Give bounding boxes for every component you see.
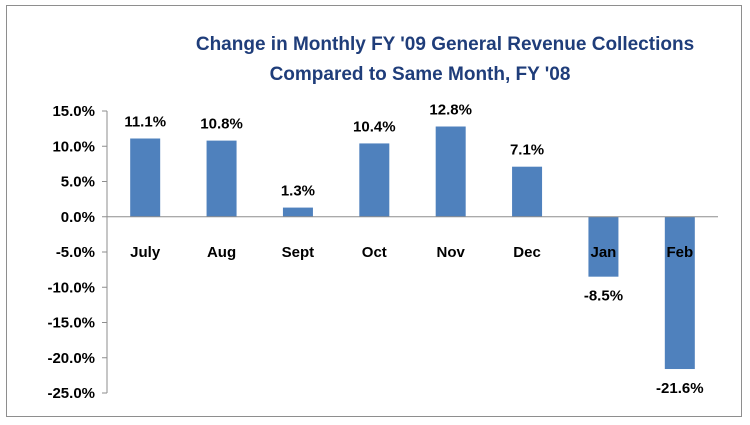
- bar: [359, 143, 390, 217]
- data-label: 10.4%: [353, 118, 396, 135]
- y-tick-label: 0.0%: [61, 209, 95, 226]
- x-tick-label: Aug: [207, 244, 236, 261]
- bar: [282, 207, 313, 217]
- bar: [130, 138, 161, 217]
- chart-title: Change in Monthly FY '09 General Revenue…: [0, 30, 750, 90]
- chart-title-line-2: Compared to Same Month, FY '08: [269, 64, 571, 85]
- bar: [664, 216, 695, 370]
- x-tick-label: Nov: [437, 244, 466, 261]
- y-tick-label: -15.0%: [47, 315, 95, 332]
- x-tick-label: Sept: [282, 244, 315, 261]
- bar: [435, 126, 466, 217]
- chart-title-line-1: Change in Monthly FY '09 General Revenue…: [195, 34, 695, 55]
- y-tick-label: 5.0%: [61, 174, 95, 191]
- bar: [588, 216, 619, 277]
- x-tick-label: Jan: [591, 244, 617, 261]
- y-tick-label: 10.0%: [52, 138, 95, 155]
- y-tick-label: 15.0%: [52, 103, 95, 120]
- data-label: 11.1%: [124, 113, 166, 130]
- y-tick-label: -5.0%: [56, 244, 95, 261]
- data-label: -21.6%: [656, 380, 704, 397]
- x-tick-label: Oct: [362, 244, 387, 261]
- y-tick-label: -25.0%: [47, 385, 95, 402]
- data-label: -8.5%: [584, 288, 623, 305]
- x-tick-label: Dec: [513, 244, 541, 261]
- x-tick-label: July: [130, 244, 161, 261]
- y-tick-label: -10.0%: [47, 279, 95, 296]
- data-label: 10.8%: [200, 116, 243, 133]
- bar: [206, 140, 237, 217]
- data-label: 7.1%: [510, 142, 544, 159]
- bar: [512, 166, 543, 217]
- x-tick-label: Feb: [666, 244, 693, 261]
- data-label: 12.8%: [429, 102, 472, 119]
- data-label: 1.3%: [281, 183, 315, 200]
- y-tick-label: -20.0%: [47, 350, 95, 367]
